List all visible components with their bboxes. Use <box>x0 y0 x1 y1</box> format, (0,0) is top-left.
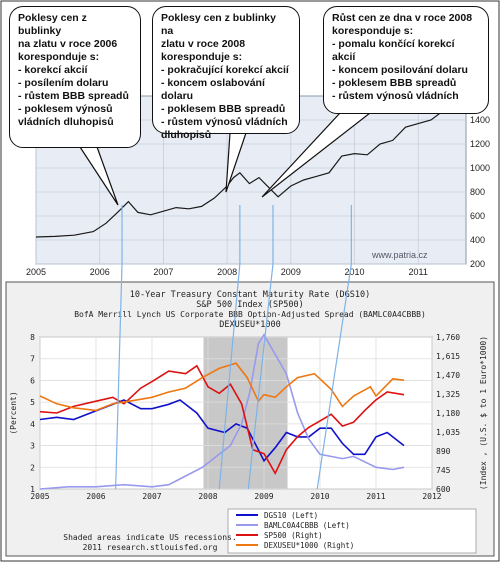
fred-legend: DGS10 (Left)BAMLC0A4CBBB (Left)SP500 (Ri… <box>236 511 354 550</box>
fred-left-tick: 4 <box>30 420 35 429</box>
gold-y-tick: 600 <box>470 211 485 221</box>
gold-x-tick: 2008 <box>217 267 237 277</box>
callout-2006-item: posílením dolaru <box>18 77 132 90</box>
callout-2008-drop-item: pokračující korekcí akcií <box>161 64 291 77</box>
recession-note: Shaded areas indicate US recessions. <box>63 533 236 542</box>
callout-2006-item: poklesem výnosů vládních dluhopisů <box>18 103 132 129</box>
fred-x-tick: 2006 <box>86 492 105 501</box>
callout-2008-rise-item: poklesem BBB spreadů <box>332 77 480 90</box>
legend-label: SP500 (Right) <box>264 531 323 540</box>
fred-left-tick: 6 <box>30 376 35 385</box>
legend-label: DEXUSEU*1000 (Right) <box>264 541 354 550</box>
fred-x-tick-labels: 2005 2006 2007 2008 2009 2010 2011 2012 <box>30 492 441 501</box>
fred-title-2: S&P 500 Index (SP500) <box>196 300 303 310</box>
fred-title-3: BofA Merrill Lynch US Corporate BBB Opti… <box>74 310 426 319</box>
callout-2008-drop-item: koncem oslabování dolaru <box>161 77 291 103</box>
callout-2008-drop-heading: Poklesy cen z bublinky na zlatu v roce 2… <box>161 12 276 63</box>
fred-x-tick: 2007 <box>142 492 161 501</box>
fred-x-tick: 2012 <box>422 492 441 501</box>
fred-series-line <box>39 362 405 412</box>
connector-line <box>218 263 241 490</box>
gold-y-tick: 800 <box>470 187 485 197</box>
date-connector-lines <box>115 205 352 490</box>
fred-right-tick: 600 <box>436 485 451 494</box>
callout-2008-rise-item: pomalu končící korekcí akcií <box>332 38 480 64</box>
fred-right-tick: 745 <box>436 466 451 475</box>
callout-2008-rise-item: růstem výnosů vládních <box>332 90 480 103</box>
gold-price-line <box>35 105 457 238</box>
fred-x-tick: 2010 <box>310 492 329 501</box>
fred-series <box>39 333 405 490</box>
gold-y-tick: 1400 <box>470 115 490 125</box>
fred-right-axis-label: (Index , (U.S. $ to 1 Euro*1000) <box>479 336 488 490</box>
gold-x-tick: 2011 <box>409 267 428 277</box>
gold-watermark: www.patria.cz <box>371 250 428 260</box>
fred-right-tick: 1,035 <box>436 428 460 437</box>
gold-y-tick: 1200 <box>470 139 490 149</box>
connector-line <box>247 263 274 490</box>
fred-title-4: DEXUSEU*1000 <box>219 320 280 330</box>
fred-right-tick: 1,325 <box>436 390 460 399</box>
fred-legend-box <box>227 508 477 554</box>
fred-left-axis-label: (Percent) <box>9 391 18 434</box>
fred-left-tick: 1 <box>30 485 35 494</box>
gold-y-tick: 400 <box>470 235 485 245</box>
gold-x-tick-labels: 2005 2006 2007 2008 2009 2010 2011 <box>26 267 428 277</box>
gold-x-tick: 2005 <box>26 267 46 277</box>
gold-y-tick: 1000 <box>470 163 490 173</box>
gold-x-tick: 2010 <box>345 267 365 277</box>
callout-2006-item: růstem BBB spreadů <box>18 90 132 103</box>
fred-left-tick: 2 <box>30 463 35 472</box>
fred-x-tick: 2009 <box>254 492 273 501</box>
callout-2006-item: korekcí akcií <box>18 64 132 77</box>
callout-2008-rise-heading: Růst cen ze dna v roce 2008 koresponduje… <box>332 12 473 37</box>
source-note: 2011 research.stlouisfed.org <box>83 543 218 552</box>
fred-right-tick: 890 <box>436 447 451 456</box>
legend-label: DGS10 (Left) <box>264 511 318 520</box>
legend-label: BAMLC0A4CBBB (Left) <box>264 521 350 530</box>
callout-2006: Poklesy cen z bublinky na zlatu v roce 2… <box>9 6 141 148</box>
callout-2006-heading: Poklesy cen z bublinky na zlatu v roce 2… <box>18 12 118 63</box>
fred-x-tick: 2011 <box>366 492 385 501</box>
callout-2008-drop: Poklesy cen z bublinky na zlatu v roce 2… <box>152 6 300 141</box>
fred-left-tick: 3 <box>30 442 35 451</box>
gold-y-tick-labels: 200 400 600 800 1000 1200 1400 <box>470 115 490 269</box>
callout-2008-drop-item: růstem výnosů vládních dluhopisů <box>161 116 291 142</box>
fred-right-tick: 1,615 <box>436 352 460 361</box>
fred-series-line <box>39 333 405 490</box>
gold-y-tick: 200 <box>470 259 485 269</box>
fred-title-1: 10-Year Treasury Constant Maturity Rate … <box>130 290 371 300</box>
fred-left-tick: 7 <box>30 355 35 364</box>
connector-line <box>316 263 352 490</box>
callout-2008-rise: Růst cen ze dna v roce 2008 koresponduje… <box>323 6 489 114</box>
fred-right-tick: 1,180 <box>436 409 460 418</box>
fred-series-line <box>39 364 405 476</box>
callout-2008-drop-item: poklesem BBB spreadů <box>161 103 291 116</box>
fred-right-tick-labels: 600 745 890 1,035 1,180 1,325 1,470 1,615 1,760 <box>436 333 460 494</box>
fred-right-tick: 1,470 <box>436 371 460 380</box>
connector-line <box>115 263 123 490</box>
gold-x-tick: 2006 <box>90 267 110 277</box>
fred-left-tick: 8 <box>30 333 35 342</box>
fred-right-tick: 1,760 <box>436 333 460 342</box>
fred-chart: 10-Year Treasury Constant Maturity Rate … <box>5 281 495 557</box>
fred-x-tick: 2005 <box>30 492 49 501</box>
callout-2008-rise-item: koncem posilování dolaru <box>332 64 480 77</box>
recession-shading <box>203 337 288 489</box>
fred-left-tick-labels: 1 2 3 4 5 6 7 8 <box>30 333 35 494</box>
fred-x-tick: 2008 <box>198 492 217 501</box>
fred-left-tick: 5 <box>30 398 35 407</box>
gold-x-tick: 2009 <box>281 267 301 277</box>
gold-x-tick: 2007 <box>153 267 173 277</box>
